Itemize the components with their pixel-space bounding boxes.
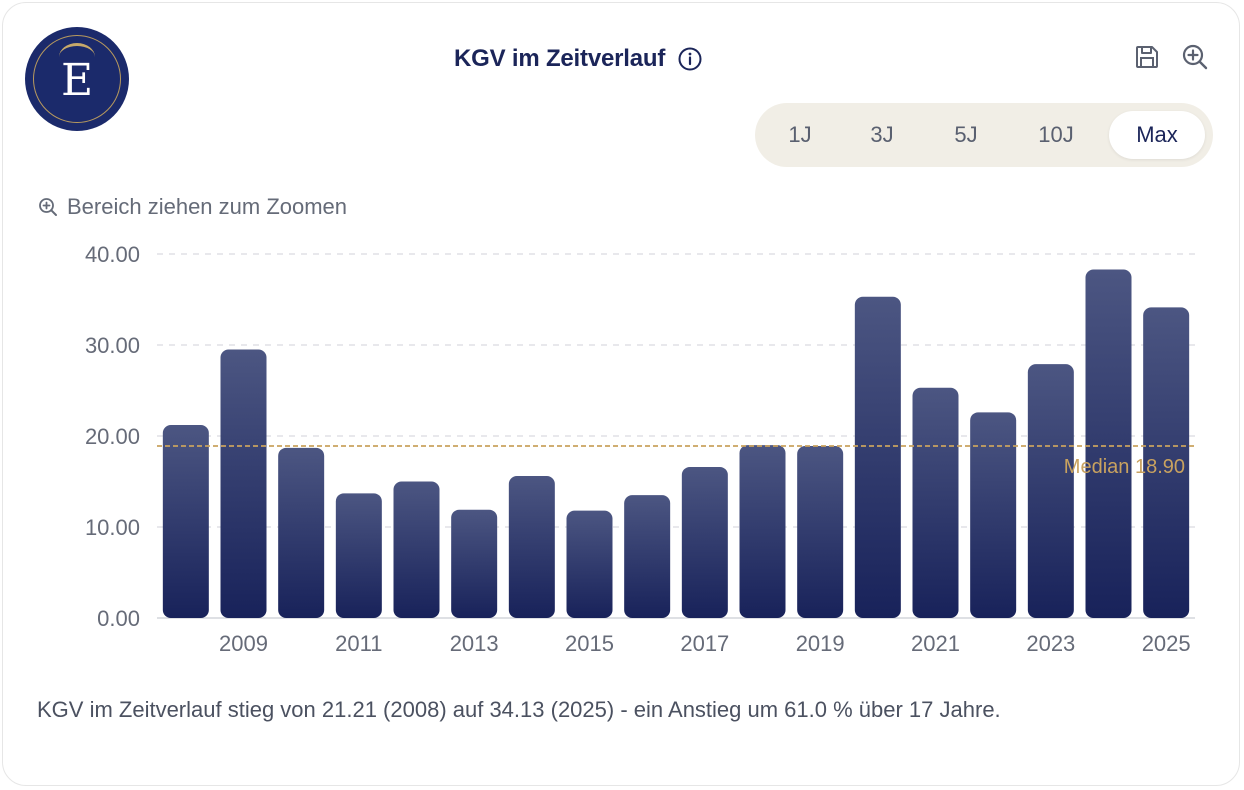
range-3j-button[interactable]: 3J [870,122,894,147]
range-max-button[interactable]: Max [1109,111,1205,159]
x-tick-label: 2011 [335,631,382,656]
bar-2009[interactable] [220,349,267,618]
median-line-group: Median 18.90 [157,445,1195,478]
chart-title: KGV im Zeitverlauf [454,45,666,72]
x-axis-labels: 2009 2011 2013 2015 2017 2019 2021 2023 2025 [219,631,1191,656]
bar-2019[interactable] [797,446,844,618]
logo-arc [59,43,95,57]
y-tick-label: 20.00 [85,424,140,449]
chart-header: KGV im Zeitverlauf [454,43,703,75]
x-tick-label: 2015 [565,631,614,656]
bar-2010[interactable] [278,447,325,618]
bar-2015[interactable] [566,510,613,618]
y-tick-label: 0.00 [97,606,140,631]
zoom-hint-icon [37,196,59,218]
x-tick-label: 2025 [1142,631,1191,656]
x-tick-label: 2017 [680,631,729,656]
save-icon[interactable] [1131,41,1163,73]
range-10j-button[interactable]: 10J [1038,122,1074,147]
grid-lines [157,253,1195,619]
kgv-bar-chart[interactable]: 0.00 10.00 20.00 30.00 40.00 Median 18.90 20… [3,233,1239,663]
bar-2018[interactable] [739,445,786,618]
y-tick-label: 30.00 [85,333,140,358]
bar-2022[interactable] [970,412,1017,618]
time-range-selector: 1J 3J 5J 10J Max [755,103,1213,167]
range-5j-button[interactable]: 5J [954,122,978,147]
bar-2013[interactable] [451,509,498,618]
range-1j-button[interactable]: 1J [788,122,812,147]
zoom-in-icon[interactable] [1179,41,1211,73]
bar-2016[interactable] [624,495,671,618]
x-tick-label: 2019 [796,631,845,656]
zoom-hint: Bereich ziehen zum Zoomen [37,193,347,221]
median-label: Median 18.90 [1064,456,1185,478]
y-tick-label: 10.00 [85,515,140,540]
y-tick-label: 40.00 [85,242,140,267]
x-tick-label: 2013 [450,631,499,656]
y-axis-labels: 0.00 10.00 20.00 30.00 40.00 [85,242,140,631]
logo-ring [33,35,121,123]
bar-2014[interactable] [508,476,555,618]
x-tick-label: 2023 [1026,631,1075,656]
x-tick-label: 2021 [911,631,960,656]
chart-summary: KGV im Zeitverlauf stieg von 21.21 (2008… [37,697,1001,722]
bar-2012[interactable] [393,481,440,619]
bar-2021[interactable] [912,387,959,618]
bar-2025[interactable] [1143,307,1190,618]
zoom-hint-text: Bereich ziehen zum Zoomen [67,194,348,219]
bar-2017[interactable] [681,466,728,618]
info-icon[interactable] [677,46,703,72]
brand-logo: E [25,27,129,131]
bar-2020[interactable] [854,296,901,618]
bar-2011[interactable] [335,493,382,618]
x-tick-label: 2009 [219,631,268,656]
logo-letter: E [60,55,94,106]
bar-2023[interactable] [1027,364,1074,618]
bars [162,269,1190,619]
bar-2024[interactable] [1085,269,1132,618]
bar-2008[interactable] [162,424,209,618]
